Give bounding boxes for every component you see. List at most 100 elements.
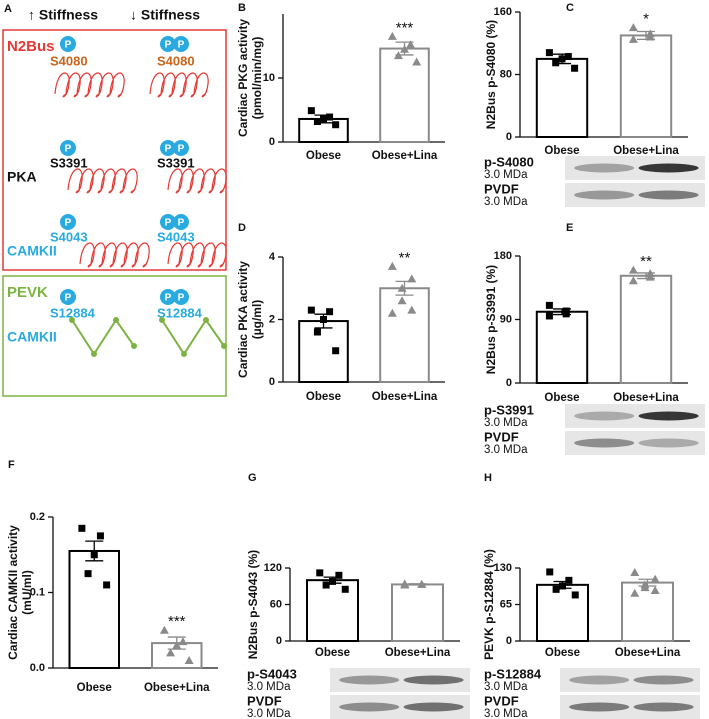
phospho-circle	[160, 36, 176, 52]
x-tick-label: Obese+Lina	[372, 391, 438, 403]
data-point	[545, 312, 553, 320]
data-point	[558, 55, 566, 63]
data-point	[564, 53, 572, 61]
group-box	[2, 29, 227, 271]
phospho-circle	[160, 140, 176, 156]
phospho-circle	[60, 289, 76, 305]
phospho-label: P	[65, 40, 72, 51]
significance: ***	[396, 19, 414, 36]
data-point	[407, 274, 417, 283]
panel-letter: H	[484, 472, 492, 484]
significance: **	[399, 249, 411, 266]
data-point	[96, 532, 104, 540]
significance: ***	[168, 613, 186, 630]
data-point	[341, 585, 349, 593]
panel-letter: D	[238, 222, 246, 234]
phospho-label: P	[65, 144, 72, 155]
y-axis-label: (pmol/min/mg)	[250, 37, 264, 120]
blot-band	[574, 438, 635, 448]
bar	[619, 274, 673, 384]
x-tick-label: Obese+Lina	[613, 145, 679, 157]
phospho-label: P	[165, 293, 172, 304]
pevk-node	[159, 317, 165, 323]
data-point	[630, 588, 640, 597]
data-point	[329, 577, 336, 585]
phospho-label: P	[65, 218, 72, 229]
data-point	[335, 571, 343, 579]
pevk-node	[131, 343, 137, 349]
group-name: PEVK	[7, 284, 48, 301]
data-point	[322, 581, 330, 589]
data-point	[645, 272, 655, 281]
x-tick-label: Obese	[544, 392, 579, 404]
blot-band	[403, 675, 464, 685]
data-point	[159, 625, 169, 634]
data-point	[78, 524, 86, 532]
data-point	[166, 648, 176, 657]
phospho-circle	[173, 36, 189, 52]
y-tick-label: 130	[494, 562, 512, 574]
data-point	[326, 308, 334, 316]
panel-letter: E	[566, 222, 573, 234]
blot-image	[560, 668, 700, 692]
phospho-label: P	[165, 144, 172, 155]
y-tick-label: 80	[500, 68, 512, 80]
data-point	[545, 49, 553, 57]
data-point	[400, 580, 410, 589]
data-point	[307, 306, 315, 314]
site-label: S4043	[157, 229, 195, 244]
x-tick-label: Obese+Lina	[372, 150, 438, 162]
blot-band	[574, 190, 635, 200]
x-tick-label: Obese+Lina	[613, 392, 679, 404]
data-point	[307, 107, 315, 115]
data-point	[645, 32, 655, 41]
blot-band	[638, 411, 699, 421]
data-point	[407, 305, 417, 314]
phospho-label: P	[178, 144, 185, 155]
pevk-zigzag	[71, 318, 135, 356]
phospho-circle	[60, 36, 76, 52]
coil	[149, 72, 209, 98]
y-tick-label: 2	[269, 313, 275, 325]
bar	[535, 57, 589, 138]
panel-letter: C	[566, 2, 574, 14]
data-point	[628, 276, 638, 285]
y-tick-label: 0	[506, 131, 512, 143]
data-point	[412, 57, 422, 66]
y-axis-label: N2Bus p-S3991 (%)	[484, 265, 498, 374]
bar	[619, 34, 673, 138]
kinase-label: CAMKII	[7, 243, 57, 259]
blot-size: 3.0 MDa	[484, 169, 528, 181]
data-point	[650, 585, 660, 594]
data-point	[546, 568, 554, 576]
site-label: S3391	[157, 155, 195, 170]
y-tick-label: 60	[270, 598, 282, 610]
kinase-label: PKA	[7, 169, 37, 185]
y-tick-label: 0	[269, 376, 275, 388]
x-tick-label: Obese+Lina	[615, 647, 681, 659]
y-tick-label: 4	[269, 251, 276, 263]
data-point	[571, 591, 579, 599]
data-point	[562, 310, 570, 318]
data-point	[406, 40, 416, 49]
x-tick-label: Obese	[77, 682, 112, 694]
data-point	[545, 301, 553, 309]
column-header: ↑ Stiffness	[28, 7, 98, 23]
pevk-node	[203, 317, 209, 323]
group-box	[2, 275, 227, 397]
phospho-label: P	[178, 218, 185, 229]
y-tick-label: 0	[269, 136, 275, 148]
blot-band	[574, 411, 635, 421]
data-point	[417, 579, 427, 588]
data-point	[628, 23, 638, 32]
panel-letter: B	[238, 2, 246, 14]
blot-size: 3.0 MDa	[484, 196, 528, 208]
data-point	[640, 583, 650, 592]
data-point	[90, 551, 98, 559]
phospho-circle	[60, 140, 76, 156]
blot-band	[633, 675, 694, 685]
blot-size: 3.0 MDa	[247, 681, 291, 693]
panel-letter: A	[4, 3, 12, 15]
